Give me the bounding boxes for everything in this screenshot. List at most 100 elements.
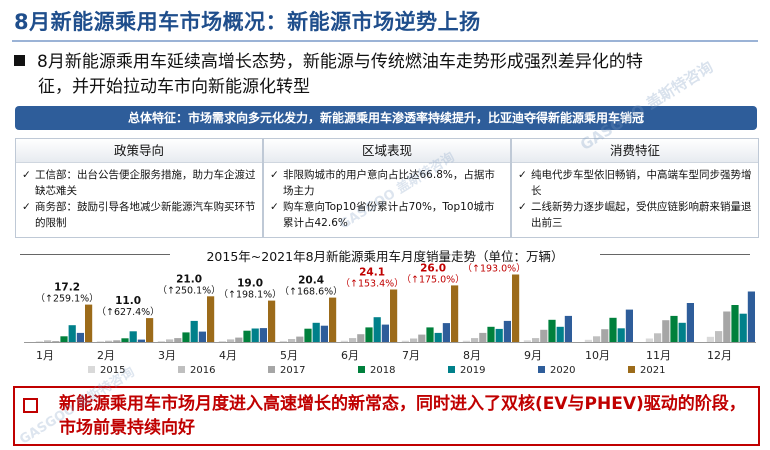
- bar-2015-2: [96, 341, 104, 342]
- bar-2017-8: [479, 332, 487, 342]
- legend-label: 2019: [460, 365, 485, 376]
- chart-title-rule-right: [600, 254, 750, 255]
- legend-label: 2016: [190, 365, 215, 376]
- x-tick-label: 10月: [585, 349, 610, 362]
- bar-2017-3: [174, 338, 182, 342]
- x-tick-label: 8月: [463, 349, 481, 362]
- square-bullet-icon: [14, 55, 25, 66]
- bar-2016-11: [654, 333, 662, 342]
- bar-2021-5: [329, 297, 337, 342]
- bar-2018-10: [609, 317, 617, 342]
- bar-2017-10: [601, 329, 609, 342]
- bar-2017-2: [113, 340, 121, 342]
- bar-2021-3: [207, 296, 215, 342]
- growth-label: （↑168.6%）: [280, 286, 343, 298]
- growth-label: （↑153.4%）: [341, 278, 404, 290]
- summary-banner: 总体特征：市场需求向多元化发力，新能源乘用车渗透率持续提升，比亚迪夺得新能源乘用…: [15, 106, 757, 130]
- bar-2020-1: [76, 332, 84, 342]
- bar-2016-1: [44, 340, 52, 342]
- legend-swatch: [358, 366, 365, 373]
- chart-title-rule-left: [20, 254, 170, 255]
- card-heading: 政策导向: [16, 139, 262, 163]
- x-tick-label: 6月: [341, 349, 359, 362]
- hollow-square-bullet-icon: [23, 398, 38, 413]
- value-label: 26.0: [420, 262, 446, 274]
- card-heading: 区域表现: [264, 139, 510, 163]
- bar-2015-8: [462, 340, 470, 342]
- growth-label: （↑250.1%）: [158, 284, 221, 296]
- card-policy: 政策导向 ✓ 工信部：出台公告便企服务措施，助力车企渡过缺芯难关 ✓ 商务部：鼓励引…: [15, 138, 263, 238]
- growth-label: （↑193.0%）: [463, 263, 526, 275]
- bar-2017-11: [662, 320, 670, 342]
- bar-2017-9: [540, 329, 548, 342]
- bar-2020-6: [381, 324, 389, 342]
- card-region: 区域表现 ✓ 非限购城市的用户意向占比达66.8%，占据市场主力 ✓ 购车意向Top…: [263, 138, 511, 238]
- growth-label: （↑627.4%）: [97, 306, 160, 318]
- bar-2016-8: [471, 338, 479, 342]
- growth-label: （↑259.1%）: [36, 293, 99, 305]
- bar-2020-9: [564, 315, 572, 342]
- bar-2019-7: [434, 332, 442, 342]
- lead-line-1: 8月新能源乘用车延续高增长态势，新能源与传统燃油车走势形成强烈差异化的特: [37, 52, 643, 72]
- bar-2021-7: [451, 285, 459, 342]
- bar-2020-5: [320, 325, 328, 342]
- legend-label: 2018: [370, 365, 395, 376]
- x-tick-label: 7月: [402, 349, 420, 362]
- value-label: 17.2: [54, 282, 80, 294]
- bar-2020-11: [686, 303, 694, 342]
- value-label: 19.0: [237, 278, 263, 290]
- value-label: 20.4: [298, 275, 324, 287]
- chart-title: 2015年~2021年8月新能源乘用车月度销量走势（单位：万辆）: [206, 249, 564, 264]
- value-label: 31.0: [481, 262, 507, 264]
- check-icon: ✓: [22, 201, 31, 213]
- bar-2015-3: [157, 341, 165, 342]
- bar-2021-8: [512, 274, 520, 342]
- bar-2019-10: [617, 328, 625, 342]
- legend-label: 2021: [640, 365, 665, 376]
- bar-2017-6: [357, 334, 365, 342]
- bar-2018-9: [548, 319, 556, 342]
- check-icon: ✓: [22, 169, 31, 181]
- card-heading: 消费特征: [512, 139, 758, 163]
- legend-label: 2017: [280, 365, 305, 376]
- bar-2015-5: [279, 340, 287, 342]
- card-item: ✓ 购车意向Top10省份累计占70%，Top10城市累计占42.6%: [270, 201, 495, 229]
- bar-2021-6: [390, 289, 398, 342]
- legend-swatch: [88, 366, 95, 373]
- bar-2015-9: [523, 340, 531, 342]
- bar-2017-5: [296, 336, 304, 342]
- check-icon: ✓: [270, 201, 279, 213]
- page-title: 8月新能源乘用车市场概况：新能源市场逆势上扬: [14, 10, 481, 34]
- x-tick-label: 12月: [707, 349, 732, 362]
- bar-2019-1: [68, 325, 76, 342]
- check-icon: ✓: [518, 201, 527, 213]
- check-icon: ✓: [270, 169, 279, 181]
- bar-2020-7: [442, 323, 450, 342]
- bar-2018-6: [365, 327, 373, 342]
- bar-2021-4: [268, 300, 276, 342]
- bar-2016-12: [715, 331, 723, 342]
- card-item: ✓ 纯电代步车型依旧畅销，中高端车型同步强势增长: [518, 169, 752, 197]
- bar-2015-12: [706, 336, 714, 342]
- legend-swatch: [628, 366, 635, 373]
- lead-line-2: 征，并开始拉动车市向新能源化转型: [38, 77, 310, 97]
- x-tick-label: 2月: [97, 349, 115, 362]
- x-tick-label: 11月: [646, 349, 671, 362]
- bar-2019-9: [556, 326, 564, 342]
- bar-2018-5: [304, 328, 312, 342]
- bar-2020-12: [747, 291, 755, 342]
- bar-2015-11: [645, 338, 653, 342]
- bar-2015-6: [340, 340, 348, 342]
- card-item: ✓ 工信部：出台公告便企服务措施，助力车企渡过缺芯难关: [22, 169, 256, 197]
- bar-2016-3: [166, 339, 174, 342]
- value-label: 24.1: [359, 267, 385, 279]
- sales-chart: 1月 （↑259.1%） 17.2 2月 （↑627.4%） 11.0 3月 （↑250.1%…: [8, 252, 764, 382]
- growth-label: （↑198.1%）: [219, 289, 282, 301]
- bar-2016-5: [288, 339, 296, 342]
- x-tick-label: 5月: [280, 349, 298, 362]
- legend-swatch: [448, 366, 455, 373]
- bar-2018-1: [60, 336, 68, 342]
- card-consumption: 消费特征 ✓ 纯电代步车型依旧畅销，中高端车型同步强势增长 ✓ 二线新势力逐步崛起，…: [511, 138, 759, 238]
- bar-2021-2: [146, 318, 154, 342]
- bar-chart-svg: 1月 （↑259.1%）17.2 2月 （↑627.4%）11.0 3月 （↑250.1%…: [24, 252, 756, 376]
